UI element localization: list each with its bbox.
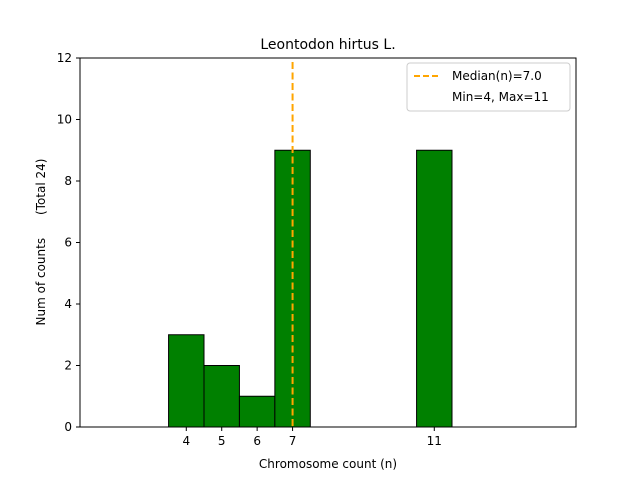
y-tick-label: 12 [57, 51, 72, 65]
y-tick-label: 10 [57, 113, 72, 127]
bar-n-6 [238, 395, 276, 428]
x-tick-label: 4 [182, 434, 190, 448]
legend-entry-minmax: Min=4, Max=11 [452, 90, 549, 104]
bar-n-4 [168, 334, 205, 428]
x-tick-label: 7 [289, 434, 297, 448]
bars [168, 149, 453, 428]
plot-frame [79, 57, 577, 428]
legend-box [406, 62, 571, 112]
bar-n-5 [203, 365, 240, 428]
y-tick-label: 2 [64, 359, 72, 373]
y-axis-ticks: 0 2 4 6 8 10 12 [57, 51, 80, 434]
x-axis-ticks: 4 5 6 7 11 [182, 427, 442, 448]
chart-title: Leontodon hirtus L. [260, 37, 395, 53]
x-tick-label: 5 [218, 434, 226, 448]
y-tick-label: 0 [64, 420, 72, 434]
x-axis-label: Chromosome count (n) [259, 457, 397, 471]
y-axis-label: Num of counts (Total 24) [34, 159, 48, 326]
y-tick-label: 4 [64, 297, 72, 311]
legend-entry-median: Median(n)=7.0 [452, 69, 542, 83]
y-tick-label: 6 [64, 236, 72, 250]
y-tick-label: 8 [64, 174, 72, 188]
x-tick-label: 6 [253, 434, 261, 448]
legend: Median(n)=7.0 Min=4, Max=11 [406, 62, 571, 112]
x-tick-label: 11 [427, 434, 442, 448]
bar-n-11 [416, 149, 453, 428]
